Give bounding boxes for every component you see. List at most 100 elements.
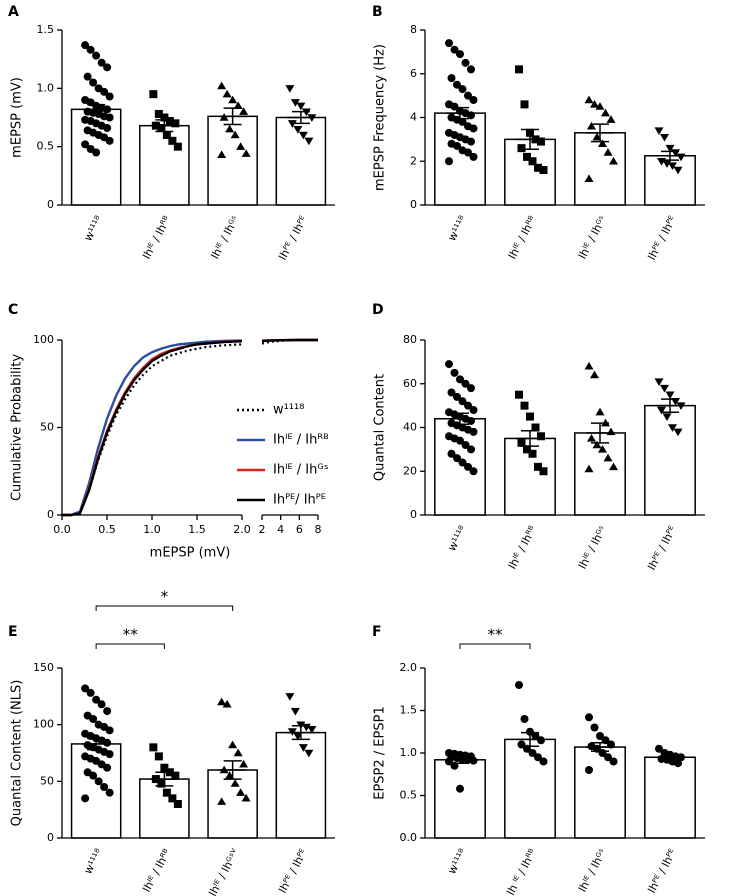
data-point xyxy=(239,759,249,768)
data-point xyxy=(445,360,453,369)
data-point xyxy=(584,95,594,104)
data-point xyxy=(668,424,677,432)
data-point xyxy=(590,723,599,732)
data-point xyxy=(657,406,666,415)
data-point xyxy=(587,434,596,442)
data-point xyxy=(453,80,461,89)
data-point xyxy=(590,370,599,379)
data-point xyxy=(445,39,453,48)
x-tick-label: Ihᴵᴱ / Ihᴳˢ xyxy=(208,214,242,262)
data-point xyxy=(225,124,235,133)
data-point xyxy=(103,738,112,747)
data-point xyxy=(469,124,478,133)
panel-label: B xyxy=(372,4,383,20)
y-tick-label: 0 xyxy=(47,508,54,521)
panel-label: A xyxy=(8,4,19,20)
bar xyxy=(574,432,626,516)
data-point xyxy=(168,136,177,145)
data-point xyxy=(520,100,529,109)
data-point xyxy=(103,707,112,716)
data-point xyxy=(609,156,618,165)
bar xyxy=(139,778,190,839)
data-point xyxy=(89,78,98,87)
data-point xyxy=(290,707,300,716)
data-point xyxy=(467,384,475,393)
data-point xyxy=(105,92,114,101)
data-point xyxy=(222,699,232,708)
data-point xyxy=(81,41,90,50)
data-point xyxy=(149,743,158,752)
data-point xyxy=(520,715,529,723)
x-tick-label: 1.0 xyxy=(143,523,161,536)
data-point xyxy=(105,750,114,759)
data-point xyxy=(665,391,675,400)
data-point xyxy=(168,794,177,803)
data-point xyxy=(217,81,227,90)
data-point xyxy=(154,110,163,118)
data-point xyxy=(469,756,478,765)
legend-label: w¹¹¹⁸ xyxy=(273,403,304,418)
x-tick-label: w¹¹¹⁸ xyxy=(81,213,105,243)
data-point xyxy=(539,166,548,174)
data-point xyxy=(222,89,232,98)
data-point xyxy=(453,392,461,401)
data-point xyxy=(450,368,459,377)
data-point xyxy=(467,65,475,74)
data-point xyxy=(103,763,112,772)
data-point xyxy=(528,157,537,166)
data-point xyxy=(654,127,664,136)
data-point xyxy=(105,726,114,735)
data-point xyxy=(92,695,101,704)
x-tick-label: 4 xyxy=(277,523,284,536)
data-point xyxy=(241,793,251,802)
data-point xyxy=(660,384,669,393)
x-tick-label: 2 xyxy=(259,523,266,536)
y-tick-label: 1.5 xyxy=(37,23,55,36)
y-tick-label: 0 xyxy=(410,198,417,211)
data-point xyxy=(173,800,182,808)
x-tick-label: w¹¹¹⁸ xyxy=(445,213,469,243)
data-point xyxy=(230,779,240,787)
data-point xyxy=(298,131,308,140)
data-point xyxy=(230,130,240,139)
x-tick-label: Ihᴵᴱ / Ihᴳˢ xyxy=(576,214,610,262)
data-point xyxy=(461,441,470,449)
data-point xyxy=(469,427,478,436)
bar xyxy=(644,404,696,516)
data-point xyxy=(453,454,461,463)
data-point xyxy=(606,115,616,123)
data-point xyxy=(464,91,472,100)
x-tick-label: Ihᴾᴱ / Ihᴾᴱ xyxy=(276,214,310,263)
data-point xyxy=(461,379,470,388)
data-point xyxy=(105,113,114,122)
y-axis-label: mEPSP Frequency (Hz) xyxy=(373,44,388,191)
significance-label: * xyxy=(161,588,169,606)
data-point xyxy=(458,397,467,406)
data-point xyxy=(149,90,158,99)
bar xyxy=(644,756,696,839)
data-point xyxy=(86,45,95,54)
data-point xyxy=(596,732,604,740)
data-point xyxy=(447,388,456,397)
data-point xyxy=(217,797,227,805)
bar xyxy=(434,418,486,516)
data-point xyxy=(285,693,295,701)
data-point xyxy=(464,462,472,471)
y-tick-label: 6 xyxy=(410,67,417,80)
data-point xyxy=(453,141,461,150)
data-point xyxy=(92,51,101,60)
x-tick-label: Ihᴾᴱ / Ihᴾᴱ xyxy=(276,847,310,896)
data-point xyxy=(469,96,478,104)
x-tick-label: Ihᴵᴱ / Ihᴿᴮ xyxy=(506,524,540,572)
y-tick-label: 40 xyxy=(403,421,417,434)
legend-label: Ihᴵᴱ / Ihᴳˢ xyxy=(273,463,329,478)
data-line xyxy=(62,339,243,517)
data-point xyxy=(97,58,106,67)
panel-label: C xyxy=(8,302,18,318)
y-tick-label: 60 xyxy=(403,377,417,390)
significance-bracket xyxy=(459,643,531,649)
x-tick-label: Ihᴵᴱ / Ihᴿᴮ xyxy=(506,214,540,262)
data-point xyxy=(81,140,90,149)
data-point xyxy=(515,681,523,689)
data-point xyxy=(526,727,534,736)
